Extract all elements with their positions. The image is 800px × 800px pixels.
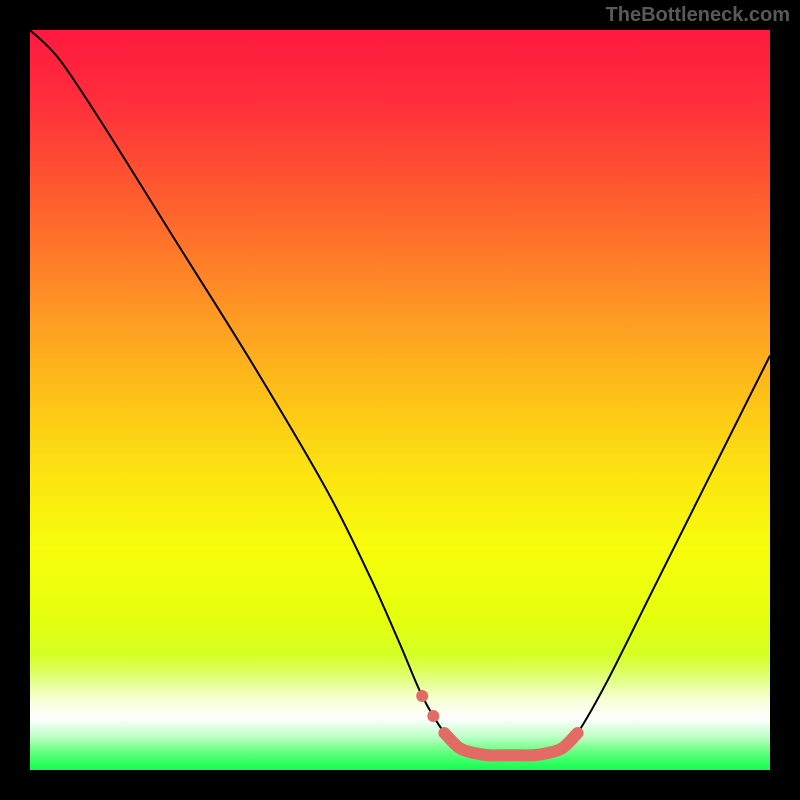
bottleneck-curve [30,30,770,755]
optimal-range-highlight [444,733,577,755]
highlight-dot [416,690,428,702]
chart-plot-area [30,30,770,770]
chart-curve-layer [30,30,770,770]
highlight-dot [427,710,439,722]
watermark-text: TheBottleneck.com [606,4,790,27]
